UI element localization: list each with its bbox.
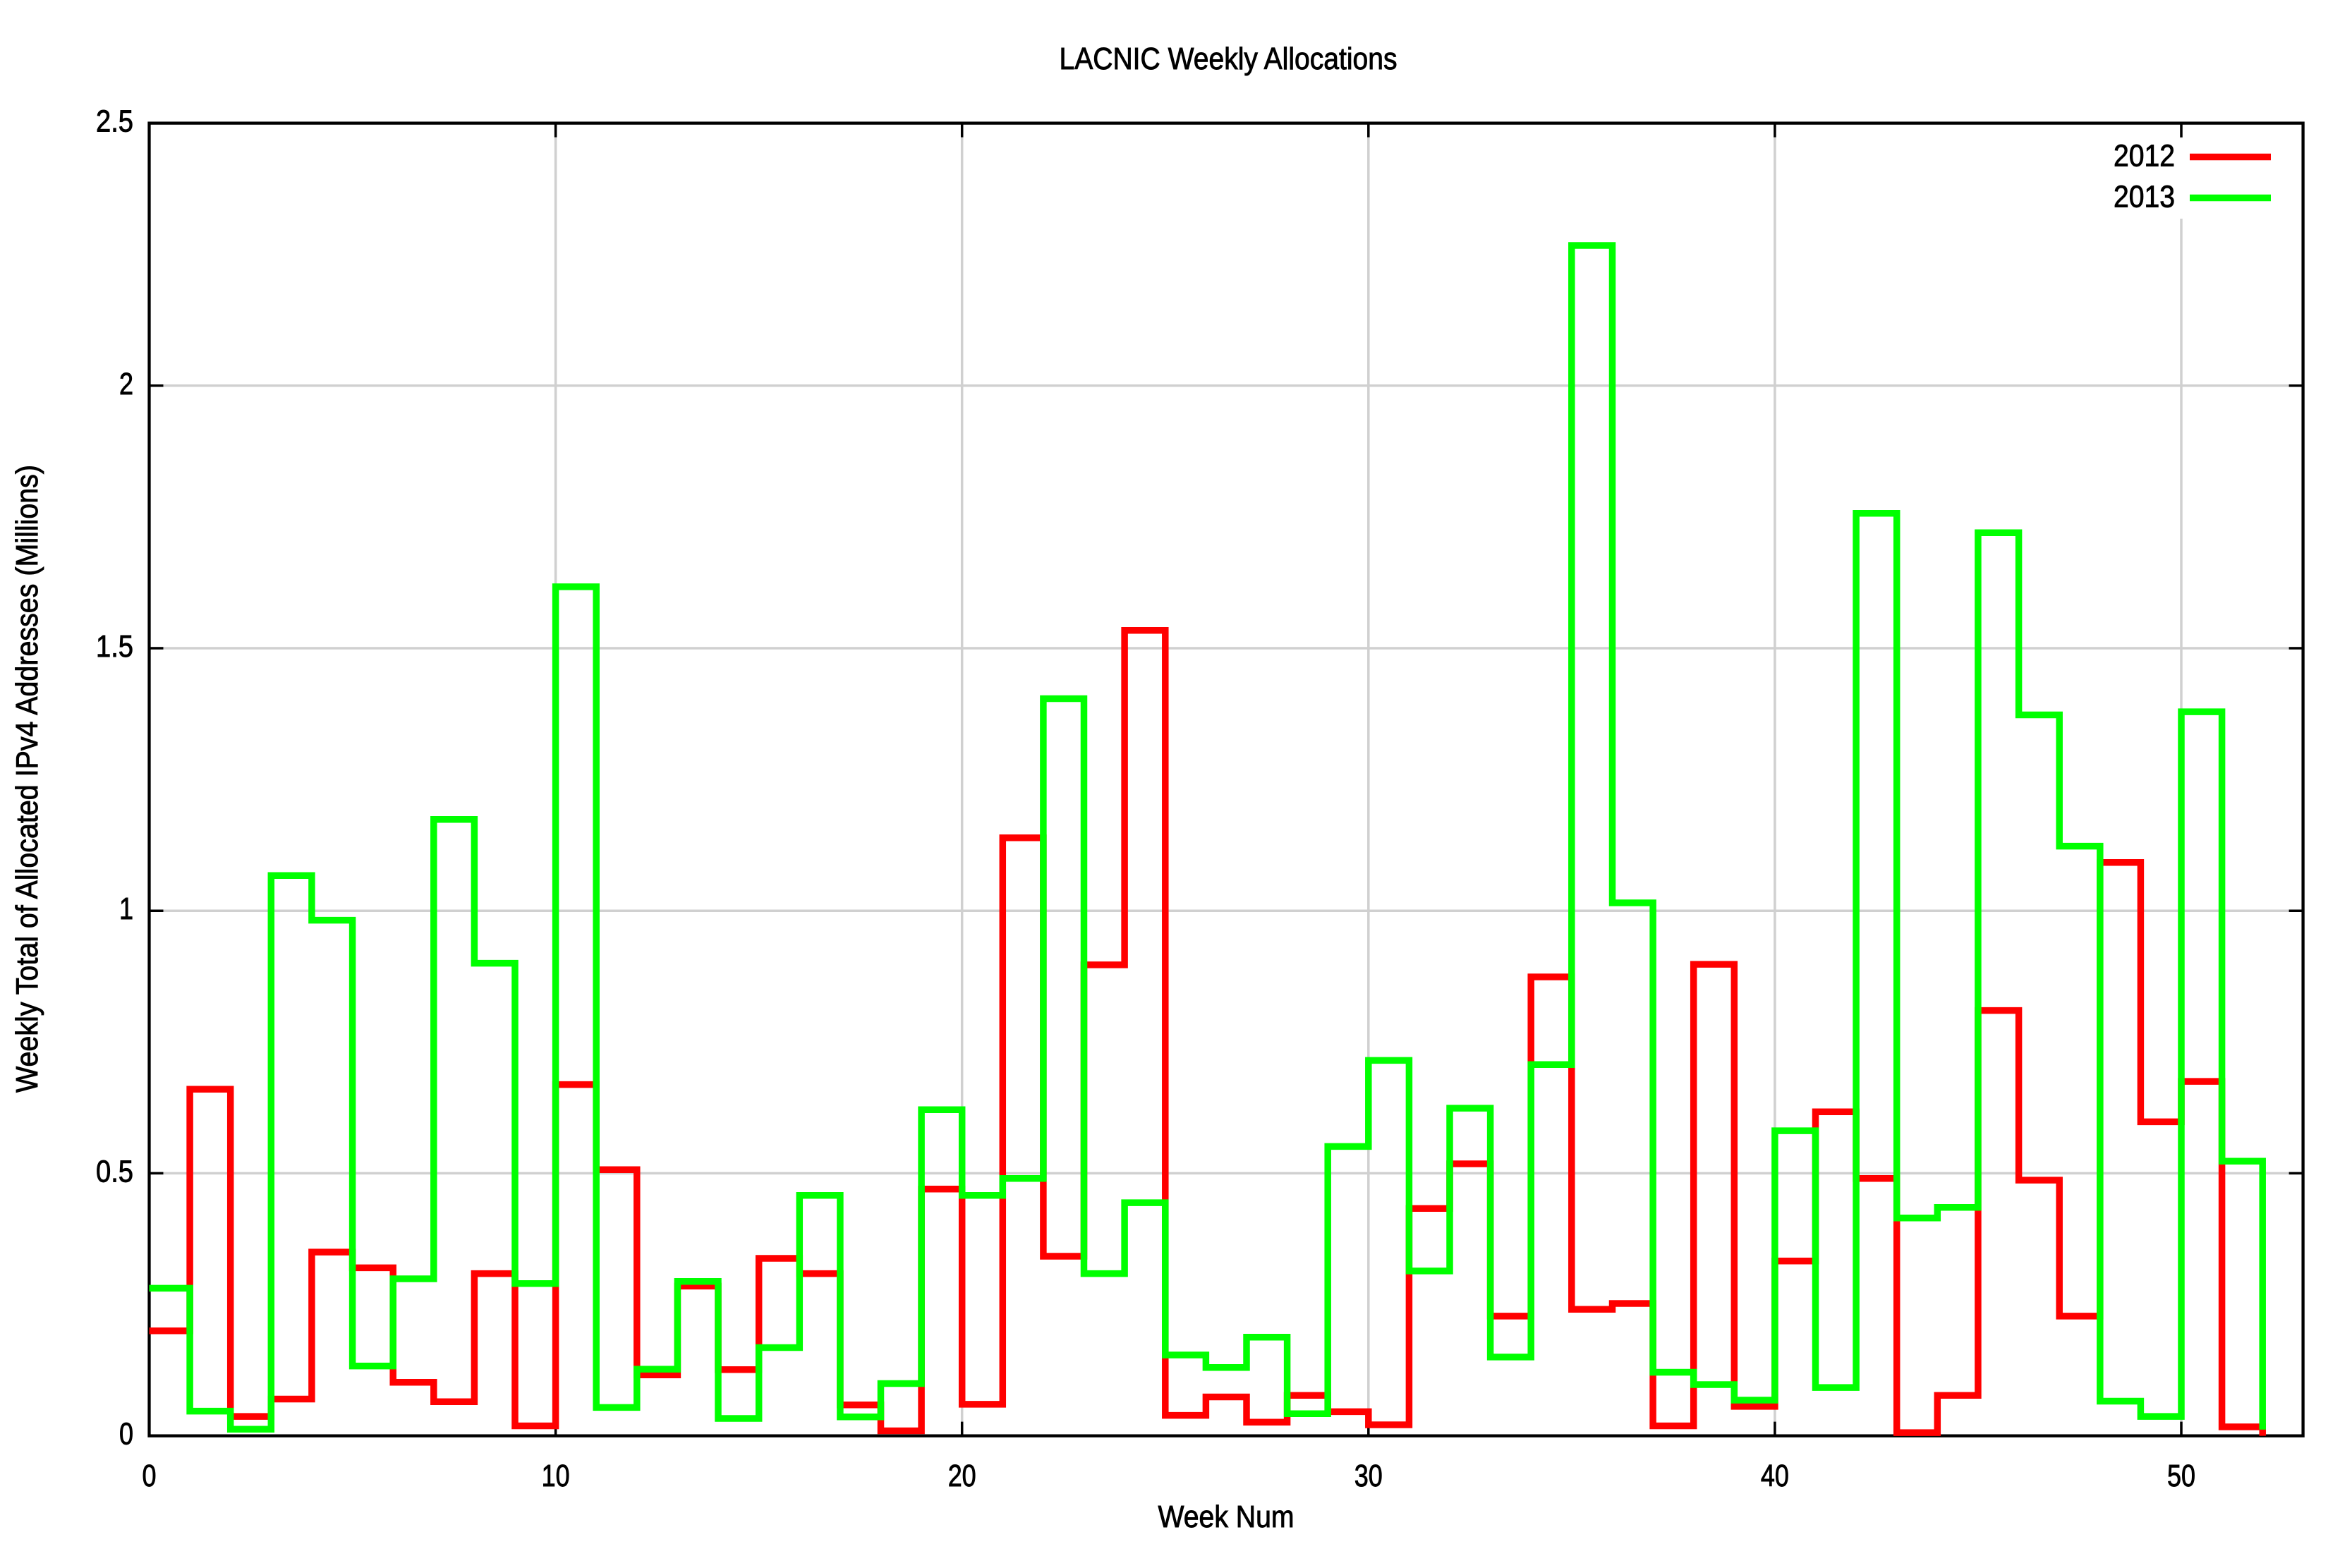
- svg-text:40: 40: [1761, 1459, 1789, 1493]
- svg-text:Week Num: Week Num: [1158, 1500, 1295, 1534]
- svg-text:2013: 2013: [2114, 180, 2175, 214]
- svg-text:1: 1: [119, 892, 133, 926]
- svg-text:20: 20: [948, 1459, 976, 1493]
- svg-text:2012: 2012: [2114, 139, 2175, 174]
- svg-text:0: 0: [143, 1459, 157, 1493]
- svg-text:30: 30: [1354, 1459, 1383, 1493]
- svg-text:LACNIC Weekly Allocations: LACNIC Weekly Allocations: [1060, 42, 1398, 76]
- svg-text:1.5: 1.5: [96, 629, 133, 664]
- svg-text:2: 2: [119, 367, 133, 401]
- svg-text:2.5: 2.5: [96, 104, 133, 139]
- svg-text:0.5: 0.5: [96, 1154, 133, 1189]
- svg-text:10: 10: [542, 1459, 570, 1493]
- svg-text:50: 50: [2167, 1459, 2195, 1493]
- svg-text:Weekly Total of Allocated IPv4: Weekly Total of Allocated IPv4 Addresses…: [10, 465, 44, 1093]
- svg-text:0: 0: [119, 1417, 133, 1452]
